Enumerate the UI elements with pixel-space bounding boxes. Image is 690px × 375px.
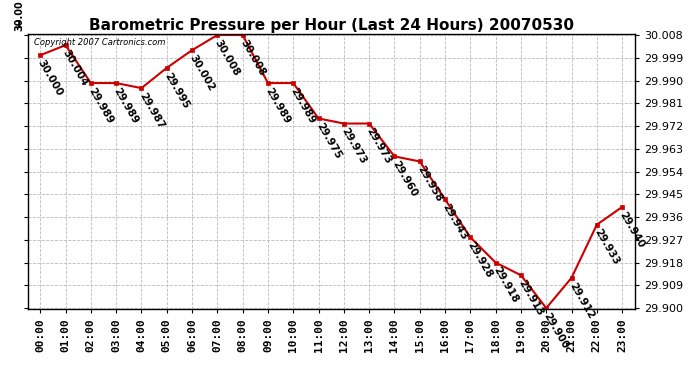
Text: 29.943: 29.943 — [440, 202, 469, 242]
Text: 29.973: 29.973 — [339, 126, 368, 166]
Text: 29.900: 29.900 — [542, 311, 571, 351]
Text: 1: 1 — [14, 20, 22, 30]
Text: 29.989: 29.989 — [86, 86, 115, 125]
Text: 29.989: 29.989 — [264, 86, 292, 125]
Text: 29.989: 29.989 — [112, 86, 140, 125]
Text: 29.995: 29.995 — [162, 70, 191, 110]
Text: 29.989: 29.989 — [288, 86, 317, 125]
Text: 30.008: 30.008 — [238, 38, 267, 78]
Text: 29.960: 29.960 — [390, 159, 419, 199]
Text: 30.00: 30.00 — [14, 0, 25, 31]
Text: 30.004: 30.004 — [61, 48, 90, 88]
Text: Copyright 2007 Cartronics.com: Copyright 2007 Cartronics.com — [34, 38, 165, 47]
Text: 29.940: 29.940 — [618, 210, 647, 249]
Text: 30.002: 30.002 — [188, 53, 217, 93]
Text: 29.987: 29.987 — [137, 91, 166, 130]
Title: Barometric Pressure per Hour (Last 24 Hours) 20070530: Barometric Pressure per Hour (Last 24 Ho… — [89, 18, 573, 33]
Text: 30.008: 30.008 — [213, 38, 242, 78]
Text: 29.918: 29.918 — [491, 266, 520, 305]
Text: 29.912: 29.912 — [567, 280, 595, 320]
Text: 29.958: 29.958 — [415, 164, 444, 204]
Text: 29.973: 29.973 — [364, 126, 393, 166]
Text: 29.913: 29.913 — [516, 278, 545, 318]
Text: 30.000: 30.000 — [36, 58, 65, 98]
Text: 29.928: 29.928 — [466, 240, 495, 280]
Text: 29.933: 29.933 — [592, 228, 621, 267]
Text: 29.975: 29.975 — [314, 121, 343, 161]
